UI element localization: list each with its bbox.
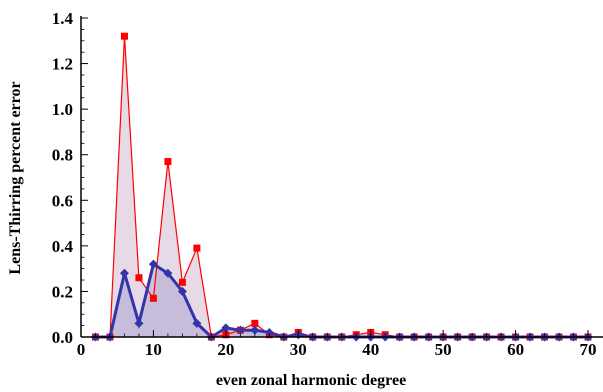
x-tick-label-6: 60: [507, 340, 524, 359]
series-1-point-5: [163, 268, 173, 278]
series-0-point-7: [193, 244, 201, 252]
series-1-point-9: [221, 323, 231, 333]
x-tick-label-4: 40: [362, 340, 379, 359]
x-tick-label-2: 20: [217, 340, 234, 359]
series-0-point-3: [135, 274, 143, 282]
series-1-point-3: [134, 318, 144, 328]
y-tick-label-2: 0.4: [52, 237, 74, 256]
series-1-point-4: [148, 259, 158, 269]
series-1-area: [95, 264, 588, 337]
x-tick-label-0: 0: [77, 340, 86, 359]
y-axis-title: Lens-Thirring percent error: [7, 81, 24, 274]
series-1-point-6: [177, 286, 187, 296]
x-tick-label-7: 70: [580, 340, 597, 359]
y-tick-label-1: 0.2: [52, 282, 73, 301]
x-axis-title: even zonal harmonic degree: [216, 372, 406, 389]
x-tick-label-1: 10: [145, 340, 162, 359]
y-tick-label-4: 0.8: [52, 146, 73, 165]
series-1-point-12: [264, 327, 274, 337]
ticks: 0 10 20 30 40 50 60 70 0.0 0.2 0.4 0.6 0.8 1.0 1.2 1.4: [52, 9, 597, 359]
series-1-point-10: [235, 325, 245, 335]
series-0-point-5: [164, 158, 172, 166]
y-tick-label-7: 1.4: [52, 9, 74, 28]
x-tick-label-5: 50: [435, 340, 452, 359]
series-1-point-11: [250, 325, 260, 335]
series-1-point-2: [119, 268, 129, 278]
series-0-point-4: [149, 294, 157, 302]
series-0-point-11: [251, 319, 259, 327]
y-tick-label-3: 0.6: [52, 191, 73, 210]
y-tick-label-6: 1.2: [52, 55, 73, 74]
y-tick-label-0: 0.0: [52, 328, 73, 347]
series-areas: [95, 36, 588, 337]
series-0-point-2: [120, 32, 128, 40]
x-tick-label-3: 30: [290, 340, 307, 359]
series-0-point-6: [178, 278, 186, 286]
y-tick-label-5: 1.0: [52, 100, 73, 119]
series-1-point-7: [192, 318, 202, 328]
